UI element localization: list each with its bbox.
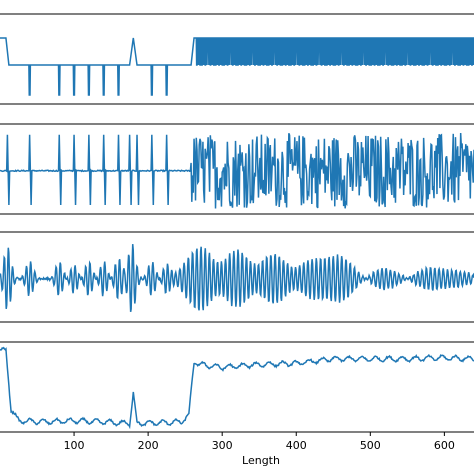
- panel-top: [0, 13, 474, 105]
- x-tick-label-400: 400: [286, 439, 307, 452]
- panel-third: [0, 231, 474, 323]
- series-line-second: [0, 133, 474, 209]
- x-tick-label-500: 500: [360, 439, 381, 452]
- x-tick-label-600: 600: [434, 439, 455, 452]
- series-line-third: [0, 244, 474, 312]
- x-axis-label: Length: [242, 454, 280, 467]
- x-tick-label-100: 100: [64, 439, 85, 452]
- panel-bottom: 100 200 300 400 500 600: [0, 341, 474, 452]
- series-line-bottom: [0, 346, 474, 430]
- x-tick-label-300: 300: [212, 439, 233, 452]
- panel-second: [0, 123, 474, 215]
- panels: 100 200 300 400 500 600: [0, 13, 474, 452]
- series-line-top: [0, 37, 474, 96]
- x-tick-label-200: 200: [138, 439, 159, 452]
